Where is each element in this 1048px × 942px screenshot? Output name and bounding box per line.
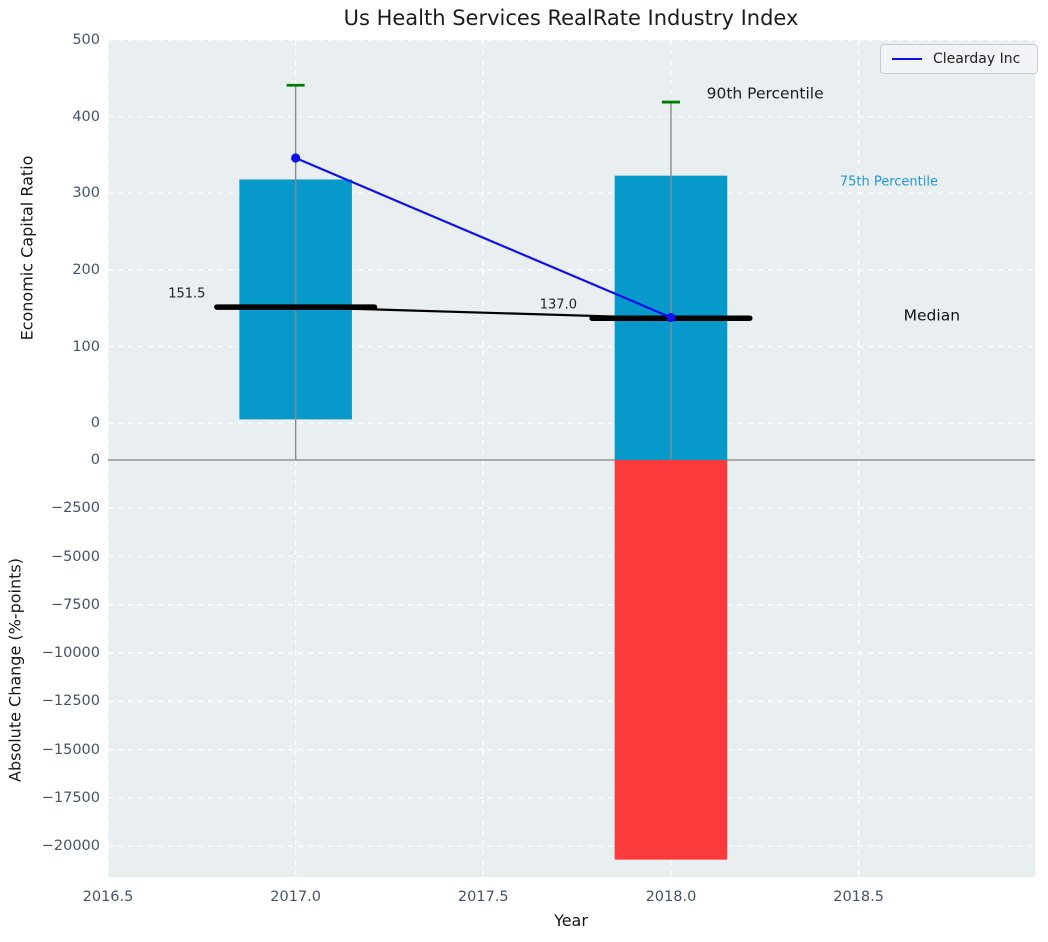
company-marker-2018 [666, 312, 676, 323]
bottom-ytick-label: −2500 [50, 500, 100, 516]
legend-line-sample-icon [892, 58, 922, 60]
xtick-label: 2018.5 [833, 888, 884, 905]
bottom-ytick-label: −15000 [41, 741, 100, 758]
company-line [295, 157, 672, 319]
annotation-median: Median [903, 306, 961, 325]
bottom-ytick-label: −7500 [50, 596, 100, 613]
bottom-ytick-label: −17500 [41, 789, 100, 806]
xtick-label: 2018.0 [645, 888, 697, 905]
legend-label: Clearday Inc [933, 51, 1021, 67]
bottom-ytick-label: −20000 [41, 837, 100, 854]
xtick-label: 2017.0 [270, 888, 322, 905]
bottom-subplot-content [614, 460, 728, 860]
change-bar-2018 [614, 460, 728, 860]
annotation-137-0: 137.0 [539, 297, 577, 313]
top-ytick-label: 200 [72, 261, 100, 278]
x-axis-label: Year [554, 911, 588, 930]
xtick-label: 2017.5 [457, 888, 509, 905]
bottom-ytick-label: 0 [90, 451, 100, 468]
top-ytick-label: 300 [72, 185, 100, 202]
legend: Clearday Inc [880, 44, 1038, 74]
top-ytick-label: 100 [72, 338, 100, 355]
axes-background [108, 40, 1035, 877]
annotation-151-5: 151.5 [168, 286, 206, 302]
xtick-label: 2016.5 [82, 888, 134, 905]
annotation-75th-percentile: 75th Percentile [839, 174, 938, 190]
top-ytick-label: 0 [90, 414, 100, 431]
top-ytick-label: 500 [72, 31, 100, 48]
top-ytick-label: 400 [72, 108, 100, 125]
company-marker-2017 [291, 153, 301, 163]
top-y-axis-label: Economic Capital Ratio [17, 155, 37, 341]
bottom-ytick-label: −5000 [50, 548, 100, 565]
chart-title: Us Health Services RealRate Industry Ind… [343, 6, 799, 30]
annotation-90th-percentile: 90th Percentile [706, 84, 824, 103]
bottom-ytick-label: −12500 [41, 693, 100, 710]
bottom-ytick-label: −10000 [41, 644, 100, 661]
top-subplot-content [214, 83, 753, 460]
bottom-y-axis-label: Absolute Change (%-points) [5, 558, 25, 782]
